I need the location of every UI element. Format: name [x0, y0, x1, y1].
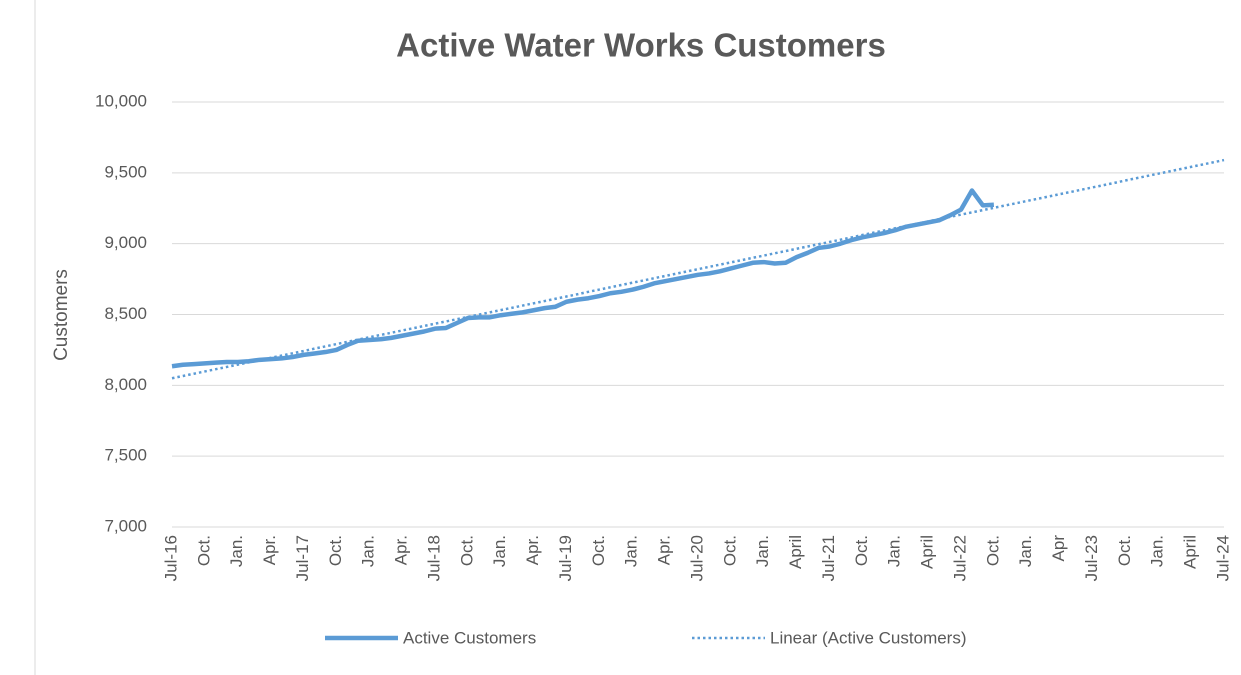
x-tick-label: Oct. [589, 535, 608, 566]
x-tick-label: Jul-22 [950, 535, 969, 581]
y-axis-title: Customers [51, 269, 72, 361]
x-tick-label: Oct. [457, 535, 476, 566]
chart-title: Active Water Works Customers [396, 27, 886, 64]
x-tick-label: Jul-21 [819, 535, 838, 581]
x-tick-label: Jul-20 [687, 535, 706, 581]
x-tick-label: Oct. [852, 535, 871, 566]
x-tick-label: Jul-24 [1213, 535, 1232, 581]
x-tick-label: Jul-23 [1082, 535, 1101, 581]
y-tick-label: 9,000 [104, 233, 147, 252]
x-tick-label: Apr. [392, 535, 411, 565]
y-tick-label: 10,000 [95, 91, 147, 110]
x-tick-label: Jan. [1016, 535, 1035, 567]
series-line [171, 188, 995, 369]
x-tick-label: Jan. [227, 535, 246, 567]
x-tick-label: Apr. [260, 535, 279, 565]
y-tick-label: 7,000 [104, 516, 147, 535]
x-tick-label: Jul-17 [293, 535, 312, 581]
x-tick-label: Jan. [622, 535, 641, 567]
x-tick-label: Apr. [655, 535, 674, 565]
x-tick-label: Oct. [983, 535, 1002, 566]
y-tick-label: 8,500 [104, 304, 147, 323]
x-tick-label: Jan. [885, 535, 904, 567]
y-tick-label: 9,500 [104, 162, 147, 181]
x-tick-label: Oct. [194, 535, 213, 566]
x-tick-label: Jan. [490, 535, 509, 567]
legend-label: Linear (Active Customers) [770, 628, 967, 647]
x-tick-label: Jul-19 [556, 535, 575, 581]
x-tick-label: Jan. [753, 535, 772, 567]
x-tick-label: Apr [1049, 535, 1068, 562]
x-tick-label: Jul-18 [424, 535, 443, 581]
y-tick-label: 8,000 [104, 375, 147, 394]
series-line [171, 158, 1225, 380]
x-tick-label: April [786, 535, 805, 569]
x-tick-label: April [1181, 535, 1200, 569]
x-tick-label: Jan. [1148, 535, 1167, 567]
x-tick-label: Oct. [326, 535, 345, 566]
x-tick-label: Jan. [359, 535, 378, 567]
x-tick-label: April [918, 535, 937, 569]
x-tick-label: Oct. [1115, 535, 1134, 566]
x-tick-label: Jul-16 [161, 535, 180, 581]
x-tick-label: Oct. [720, 535, 739, 566]
x-tick-label: Apr. [523, 535, 542, 565]
legend-label: Active Customers [403, 628, 536, 647]
y-tick-label: 7,500 [104, 446, 147, 465]
